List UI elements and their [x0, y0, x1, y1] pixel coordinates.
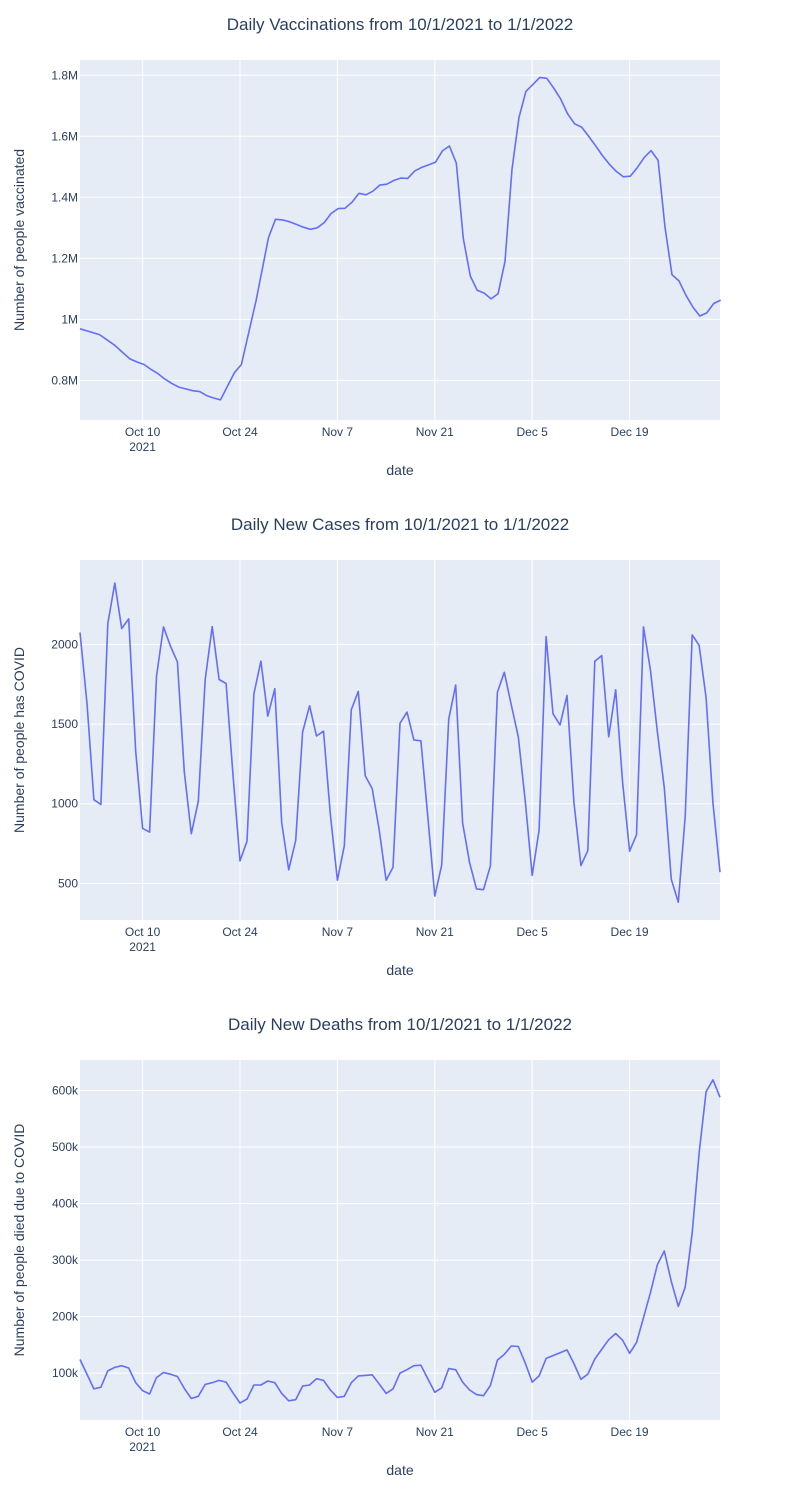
plot-area	[80, 560, 720, 920]
y-tick-label: 2000	[51, 637, 78, 651]
x-tick-label: Dec 5	[516, 425, 548, 439]
x-tick-label: Dec 5	[516, 1425, 548, 1439]
chart-panel-vaccinations: 0.8M 1M 1.2M 1.4M 1.6M 1.8M Oct 10 Oct 24 Nov 7 N…	[0, 0, 800, 500]
y-tick-label: 1000	[51, 797, 78, 811]
x-tick-label: Dec 19	[611, 425, 649, 439]
y-tick-label: 1.8M	[51, 68, 78, 82]
chart-title: Daily Vaccinations from 10/1/2021 to 1/1…	[227, 15, 574, 34]
y-tick-label: 500k	[52, 1140, 79, 1154]
x-tick-label: Oct 24	[222, 425, 258, 439]
y-tick-label: 1500	[51, 717, 78, 731]
y-tick-label: 100k	[52, 1366, 79, 1380]
x-tick-label: Oct 24	[222, 1425, 258, 1439]
y-tick-label: 500	[58, 876, 78, 890]
x-tick-label: Dec 5	[516, 925, 548, 939]
x-axis-title: date	[386, 1462, 413, 1478]
y-tick-label: 0.8M	[51, 373, 78, 387]
x-axis-title: date	[386, 462, 413, 478]
chart-title: Daily New Cases from 10/1/2021 to 1/1/20…	[231, 515, 569, 534]
x-tick-label: Nov 7	[322, 1425, 354, 1439]
x-tick-label: Nov 7	[322, 925, 354, 939]
x-axis-title: date	[386, 962, 413, 978]
chart-title: Daily New Deaths from 10/1/2021 to 1/1/2…	[228, 1015, 572, 1034]
series-line	[79, 582, 721, 904]
x-tick-label: Nov 21	[416, 925, 454, 939]
series-line	[79, 1079, 721, 1404]
x-tick-label: Nov 7	[322, 425, 354, 439]
plot-area	[80, 60, 720, 420]
chart-new-deaths: 100k 200k 300k 400k 500k 600k Oct 10 Oct 24 Nov …	[11, 1015, 721, 1478]
plot-area	[80, 1060, 720, 1420]
y-tick-label: 1.2M	[51, 251, 78, 265]
chart-panel-new-cases: 500 1000 1500 2000 Oct 10 Oct 24 Nov 7 Nov 21 De…	[0, 500, 800, 1000]
y-axis-title: Number of people vaccinated	[11, 149, 27, 331]
y-tick-label: 1.6M	[51, 129, 78, 143]
y-tick-label: 300k	[52, 1253, 79, 1267]
x-tick-label: Dec 19	[611, 1425, 649, 1439]
x-tick-label: Oct 10	[125, 925, 161, 939]
x-tick-label: Oct 10	[125, 425, 161, 439]
y-axis-title: Number of people died due to COVID	[11, 1124, 27, 1357]
y-tick-label: 200k	[52, 1310, 79, 1324]
x-tick-label: Oct 24	[222, 925, 258, 939]
x-tick-label: Nov 21	[416, 1425, 454, 1439]
x-tick-label: Oct 10	[125, 1425, 161, 1439]
y-tick-label: 600k	[52, 1084, 79, 1098]
y-tick-label: 400k	[52, 1197, 79, 1211]
x-tick-year-label: 2021	[129, 440, 156, 454]
y-axis-title: Number of people has COVID	[11, 647, 27, 833]
x-tick-year-label: 2021	[129, 940, 156, 954]
x-tick-label: Dec 19	[611, 925, 649, 939]
chart-panel-new-deaths: 100k 200k 300k 400k 500k 600k Oct 10 Oct 24 Nov …	[0, 1000, 800, 1500]
x-tick-year-label: 2021	[129, 1440, 156, 1454]
series-line	[79, 76, 722, 401]
chart-new-cases: 500 1000 1500 2000 Oct 10 Oct 24 Nov 7 Nov 21 De…	[11, 515, 721, 978]
y-tick-label: 1.4M	[51, 190, 78, 204]
y-tick-label: 1M	[61, 312, 78, 326]
chart-vaccinations: 0.8M 1M 1.2M 1.4M 1.6M 1.8M Oct 10 Oct 24 Nov 7 N…	[11, 15, 722, 478]
x-tick-label: Nov 21	[416, 425, 454, 439]
